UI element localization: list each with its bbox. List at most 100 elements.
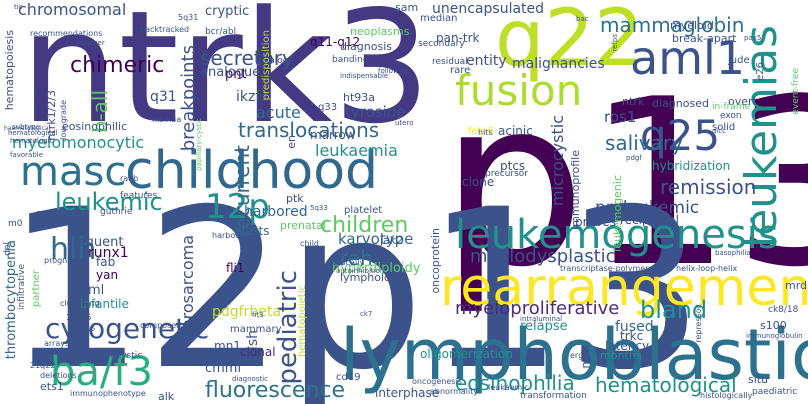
word: follow-up xyxy=(378,67,411,75)
word: probes xyxy=(575,215,616,229)
word: germline xyxy=(36,209,67,217)
word: cytogenetic xyxy=(45,312,210,345)
word: partner xyxy=(31,270,42,308)
word: cmvl xyxy=(616,355,638,365)
word: secretory xyxy=(200,46,294,70)
word: recommendations xyxy=(30,29,103,38)
word: diagnosed xyxy=(652,97,709,110)
word: tic xyxy=(14,3,23,11)
word: infiltrative xyxy=(17,264,27,311)
word: immunoprofile xyxy=(569,150,582,230)
word: hits xyxy=(478,128,493,137)
word: aicc xyxy=(712,127,726,135)
word: infantile xyxy=(80,297,129,311)
word: myelomonocytic xyxy=(12,133,145,152)
word: blasts xyxy=(234,224,270,238)
word: microcystic xyxy=(548,115,567,206)
word: event-free xyxy=(791,68,801,115)
word: reh xyxy=(340,246,373,270)
word: jude xyxy=(728,55,750,66)
word: cmml xyxy=(205,361,242,376)
word: cryptic xyxy=(205,4,250,19)
word: ntrk xyxy=(622,95,645,108)
word: children xyxy=(320,213,409,238)
word: p13 xyxy=(440,51,808,318)
word: oligomerization xyxy=(420,347,513,361)
word: hematological xyxy=(8,129,58,137)
word: features xyxy=(120,191,158,201)
word: bcr/abl xyxy=(205,27,237,37)
word: q22 xyxy=(495,0,644,84)
word: eosinophilic xyxy=(62,120,128,133)
word: intraluminal xyxy=(520,315,563,323)
word: lymphoid xyxy=(340,271,392,284)
word: clone xyxy=(462,175,495,189)
word: banding xyxy=(332,55,369,65)
word: yan xyxy=(96,268,119,282)
word: sterically xyxy=(328,258,365,267)
word: 15q25 xyxy=(66,313,92,322)
word: malignancies xyxy=(512,56,605,72)
word: hematologic xyxy=(10,137,54,145)
word: immunophenotype xyxy=(70,389,146,398)
word: eosinophilia xyxy=(455,371,575,395)
word: immunoglobulin xyxy=(746,332,803,340)
word: polymer xyxy=(76,39,105,47)
word: diagnostic xyxy=(232,375,269,383)
word: fab xyxy=(96,255,116,269)
word: myeloid xyxy=(670,19,714,32)
word: deletions xyxy=(40,371,77,380)
word: unencapsulated xyxy=(432,1,545,17)
word: e26 xyxy=(755,62,766,81)
word: situ xyxy=(748,373,769,386)
word: harbored xyxy=(244,204,308,220)
word: ets1 xyxy=(40,380,64,393)
word: leukemogenesis xyxy=(455,212,779,258)
word: translocations xyxy=(238,118,380,142)
word: fluorescence xyxy=(205,378,346,403)
word: runx1 xyxy=(88,245,129,261)
word: alk xyxy=(158,390,175,403)
word: hybridization xyxy=(652,159,731,173)
word: guthrie xyxy=(100,207,133,217)
word: q15 xyxy=(82,325,96,333)
word: hyperdiploidy xyxy=(332,261,421,276)
word: m0 xyxy=(8,219,23,229)
word: salivary xyxy=(605,131,683,155)
word: acinic xyxy=(498,124,533,138)
word: leukaemia xyxy=(315,141,398,160)
word: residual xyxy=(432,57,468,67)
word: del xyxy=(3,242,13,256)
word: exon xyxy=(720,111,742,121)
word: hematopoietic xyxy=(297,285,308,357)
word: relapse xyxy=(520,319,568,334)
word: cdkn1b xyxy=(36,221,62,229)
word: preleukemic xyxy=(595,198,700,218)
word: 12p13 xyxy=(5,162,705,404)
word: prognosis xyxy=(44,256,83,265)
word: composed xyxy=(140,321,182,330)
word: in-frame xyxy=(712,102,751,112)
word: ntrk3 xyxy=(20,0,432,158)
word: diagnosis xyxy=(340,40,392,53)
word: mrd xyxy=(785,279,808,292)
word: q33 xyxy=(318,102,338,113)
word: ptk xyxy=(286,192,304,205)
word: trkc xyxy=(620,329,644,343)
word: masc xyxy=(20,149,127,195)
word: erg xyxy=(570,351,584,360)
word: ros1 xyxy=(604,108,637,126)
word: transcriptase-polymerase xyxy=(560,264,663,273)
word: leukemic xyxy=(55,188,163,216)
word: child xyxy=(300,239,319,248)
word: haematological xyxy=(4,125,51,132)
word: q11-q12 xyxy=(310,35,361,49)
word: lymphoblastic xyxy=(340,314,808,396)
word: secondary xyxy=(418,39,465,49)
word: utero xyxy=(395,119,414,127)
word: fused xyxy=(615,319,654,335)
word: 21q22 xyxy=(30,361,56,370)
word: helix-loop-helix xyxy=(676,264,738,273)
word: refps xyxy=(611,34,619,52)
